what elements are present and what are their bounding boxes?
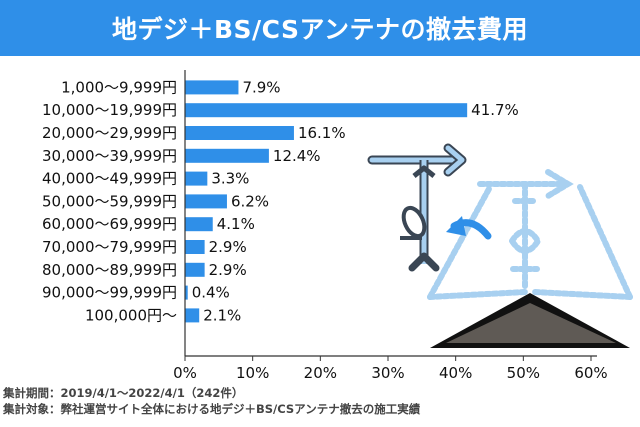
- value-label: 7.9%: [242, 78, 280, 96]
- bar: [185, 217, 213, 232]
- x-tick-label: 60%: [574, 364, 607, 382]
- value-label: 41.7%: [471, 101, 519, 119]
- bar: [185, 148, 269, 163]
- x-tick-label: 30%: [371, 364, 404, 382]
- category-label: 20,000～29,999円: [42, 124, 177, 142]
- antenna-mast-icon: [367, 143, 467, 272]
- footnote-period: 集計期間：2019/4/1～2022/4/1（242件）: [3, 386, 244, 400]
- category-label: 40,000～49,999円: [42, 170, 177, 188]
- x-tick-label: 50%: [507, 364, 540, 382]
- bar-chart: 1,000～9,999円 7.9% 10,000～19,999円 41.7% 20,00…: [42, 70, 633, 382]
- bar: [185, 126, 294, 140]
- category-label: 10,000～19,999円: [42, 101, 177, 119]
- category-label: 70,000～79,999円: [42, 238, 177, 256]
- value-label: 2.9%: [209, 261, 247, 279]
- value-label: 4.1%: [217, 215, 255, 233]
- satellite-dish-icon: [400, 205, 427, 240]
- category-label: 30,000～39,999円: [42, 147, 177, 165]
- category-label: 1,000～9,999円: [61, 78, 177, 96]
- plot-area: 1,000～9,999円 7.9% 10,000～19,999円 41.7% 20,00…: [42, 70, 608, 382]
- title-banner: 地デジ＋BS/CSアンテナの撤去費用: [0, 0, 640, 56]
- bar: [185, 308, 200, 323]
- removal-arrow-icon: [446, 216, 492, 240]
- bar: [185, 171, 208, 186]
- value-label: 16.1%: [298, 124, 346, 142]
- value-label: 12.4%: [273, 147, 321, 165]
- bar: [185, 285, 188, 300]
- category-label: 90,000～99,999円: [42, 284, 177, 302]
- category-label: 100,000円～: [85, 306, 177, 324]
- x-tick-label: 0%: [173, 364, 197, 382]
- value-label: 6.2%: [231, 192, 269, 210]
- footnote-subject: 集計対象：弊社運営サイト全体における地デジ＋BS/CSアンテナ撤去の施工実績: [3, 402, 421, 416]
- antenna-illustration: [367, 143, 633, 348]
- bar: [185, 103, 468, 118]
- roof-icon: [430, 293, 630, 348]
- value-label: 3.3%: [211, 170, 249, 188]
- x-tick-label: 40%: [439, 364, 472, 382]
- value-label: 2.9%: [209, 238, 247, 256]
- bar: [185, 262, 205, 277]
- value-label: 2.1%: [203, 306, 241, 324]
- x-tick-label: 10%: [236, 364, 269, 382]
- x-tick-label: 20%: [304, 364, 337, 382]
- value-label: 0.4%: [192, 284, 230, 302]
- category-label: 60,000～69,999円: [42, 215, 177, 233]
- bar: [185, 80, 239, 95]
- category-label: 50,000～59,999円: [42, 192, 177, 210]
- footnotes: 集計期間：2019/4/1～2022/4/1（242件） 集計対象：弊社運営サイ…: [3, 385, 420, 417]
- category-label: 80,000～89,999円: [42, 261, 177, 279]
- chart-title: 地デジ＋BS/CSアンテナの撤去費用: [111, 15, 528, 44]
- dashed-antenna-icon: [427, 169, 633, 300]
- bar: [185, 240, 205, 254]
- bar: [185, 194, 227, 209]
